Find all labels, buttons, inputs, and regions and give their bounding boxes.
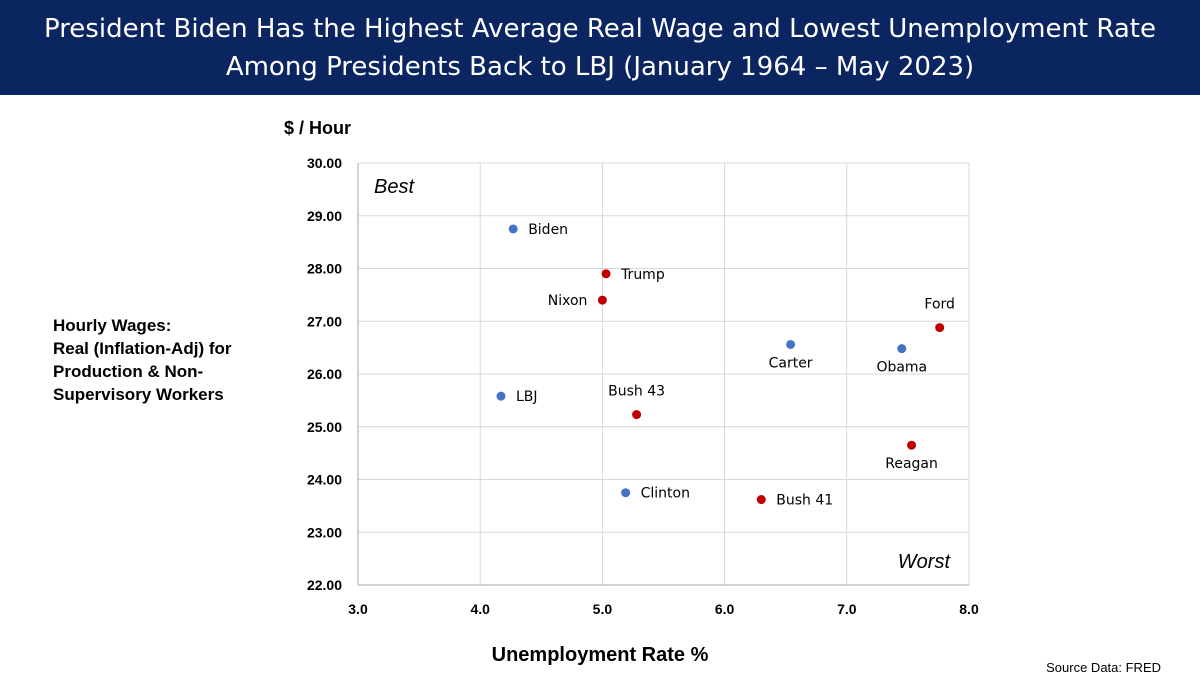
x-tick-label: 7.0 [837, 601, 857, 617]
data-point [897, 344, 907, 354]
y-tick-label: 26.00 [307, 366, 342, 382]
y-tick-label: 30.00 [307, 155, 342, 171]
data-point [621, 488, 631, 498]
data-point-label: Reagan [885, 456, 938, 472]
data-point-label: Carter [769, 355, 813, 371]
data-point-label: Nixon [548, 293, 588, 309]
data-point [632, 410, 642, 420]
data-point-label: Obama [876, 360, 927, 376]
data-point [935, 323, 945, 333]
y-axis-description: Hourly Wages: Real (Inflation-Adj) for P… [53, 314, 231, 406]
y-tick-label: 22.00 [307, 577, 342, 593]
data-point-label: Biden [528, 222, 568, 238]
y-tick-label: 24.00 [307, 472, 342, 488]
data-point [601, 269, 611, 279]
data-point [786, 339, 796, 349]
y-tick-label: 23.00 [307, 524, 342, 540]
x-tick-label: 3.0 [348, 601, 368, 617]
worst-corner-label: Worst [898, 551, 952, 573]
data-point-label: LBJ [516, 389, 538, 405]
y-axis-description-line: Hourly Wages: [53, 316, 172, 335]
source-note: Source Data: FRED [1046, 660, 1161, 675]
y-axis-unit-label: $ / Hour [284, 118, 352, 138]
y-axis-description-line: Production & Non- [53, 362, 204, 381]
data-point-label: Clinton [641, 486, 690, 502]
x-tick-label: 5.0 [593, 601, 613, 617]
data-point-label: Ford [924, 297, 955, 313]
data-point [756, 495, 766, 505]
y-axis-description-line: Real (Inflation-Adj) for [53, 339, 232, 358]
x-axis-label-wrap: Unemployment Rate % [0, 644, 1200, 667]
data-point [597, 295, 607, 305]
x-axis-label: Unemployment Rate % [491, 644, 709, 666]
data-point-label: Trump [620, 267, 665, 283]
y-tick-label: 29.00 [307, 208, 342, 224]
y-tick-label: 28.00 [307, 261, 342, 277]
data-point [508, 224, 518, 234]
y-tick-label: 25.00 [307, 419, 342, 435]
data-point-label: Bush 43 [608, 384, 665, 400]
chart-title-line-2: Among Presidents Back to LBJ (January 19… [225, 51, 975, 82]
y-axis-description-line: Supervisory Workers [53, 385, 224, 404]
x-tick-label: 4.0 [470, 601, 490, 617]
chart-title-line-1: President Biden Has the Highest Average … [43, 13, 1157, 44]
data-point [496, 391, 506, 401]
title-banner: President Biden Has the Highest Average … [0, 0, 1200, 95]
y-tick-label: 27.00 [307, 313, 342, 329]
x-tick-label: 8.0 [959, 601, 979, 617]
data-point [907, 440, 917, 450]
data-point-label: Bush 41 [776, 493, 833, 509]
best-corner-label: Best [374, 176, 415, 198]
x-tick-label: 6.0 [715, 601, 735, 617]
